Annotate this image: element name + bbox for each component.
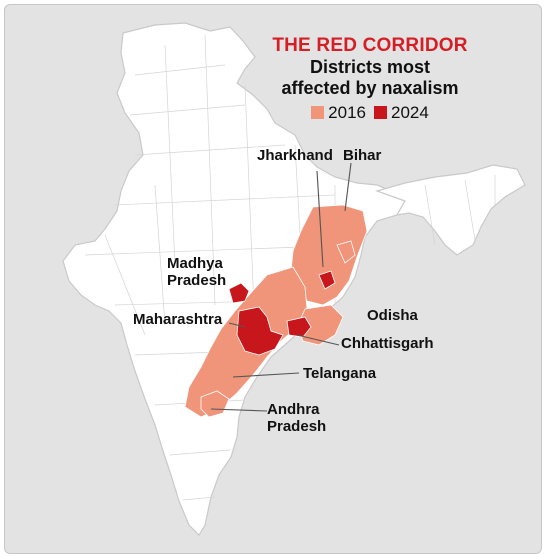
legend-swatch-2024 bbox=[374, 106, 387, 119]
leader-bihar bbox=[344, 162, 352, 212]
leader-andhra-pradesh bbox=[210, 408, 268, 412]
map-card: THE RED CORRIDOR Districts most affected… bbox=[4, 4, 542, 554]
india-map bbox=[62, 22, 526, 536]
label-jharkhand: Jharkhand bbox=[257, 147, 333, 164]
legend-swatch-2016 bbox=[311, 106, 325, 119]
northeast-region bbox=[375, 164, 526, 256]
label-odisha: Odisha bbox=[367, 307, 418, 324]
leader-jharkhand bbox=[316, 170, 324, 268]
label-bihar: Bihar bbox=[343, 147, 382, 164]
affected-2024-madhya-pradesh bbox=[228, 282, 250, 304]
label-telangana: Telangana bbox=[303, 365, 377, 382]
label-madhya-pradesh-line2: Pradesh bbox=[167, 272, 227, 289]
label-madhya-pradesh-line1: Madhya bbox=[167, 255, 223, 272]
legend-item-2016: 2016 bbox=[311, 103, 366, 123]
title-block: THE RED CORRIDOR Districts most affected… bbox=[245, 35, 495, 123]
legend-label-2016: 2016 bbox=[328, 103, 366, 122]
legend-item-2024: 2024 bbox=[374, 103, 429, 123]
leader-lines bbox=[210, 162, 352, 412]
affected-2024-layer bbox=[228, 270, 336, 356]
legend: 2016 2024 bbox=[245, 103, 495, 123]
label-madhya-pradesh: Madhya Pradesh bbox=[167, 255, 226, 289]
district-borders bbox=[84, 34, 496, 501]
label-andhra-pradesh: Andhra Pradesh bbox=[267, 401, 326, 435]
label-andhra-pradesh-line2: Pradesh bbox=[267, 418, 327, 435]
affected-2024-chhattisgarh-east bbox=[286, 316, 312, 338]
legend-label-2024: 2024 bbox=[391, 103, 429, 122]
leader-telangana bbox=[232, 372, 300, 378]
subtitle-line2: affected by naxalism bbox=[281, 78, 459, 98]
leader-chhattisgarh bbox=[296, 334, 340, 346]
subtitle-line1: Districts most bbox=[309, 57, 431, 77]
india-mainland bbox=[62, 22, 406, 536]
affected-2024-maharashtra-chhattisgarh bbox=[236, 306, 284, 356]
leader-maharashtra bbox=[228, 322, 246, 328]
label-chhattisgarh: Chhattisgarh bbox=[341, 335, 434, 352]
label-maharashtra: Maharashtra bbox=[133, 311, 223, 328]
affected-2024-jharkhand bbox=[318, 270, 336, 290]
map-title: THE RED CORRIDOR bbox=[272, 35, 468, 56]
label-andhra-pradesh-line1: Andhra bbox=[267, 401, 320, 418]
